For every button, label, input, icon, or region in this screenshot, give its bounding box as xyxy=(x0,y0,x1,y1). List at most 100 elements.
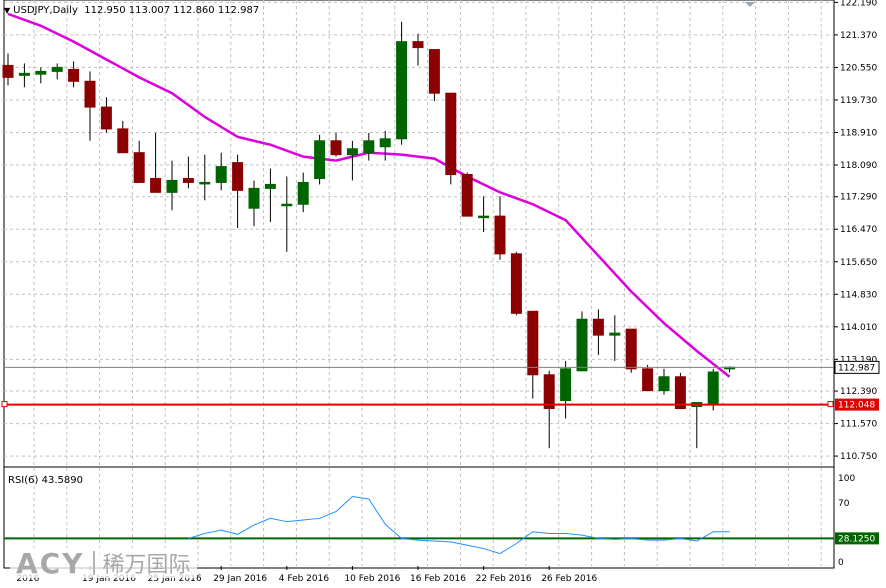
candle xyxy=(625,328,637,373)
logo-chinese-text: 稀万国际 xyxy=(102,553,191,578)
candle xyxy=(658,368,670,395)
x-tick-label: 4 Feb 2016 xyxy=(279,574,330,584)
candle xyxy=(297,172,309,213)
y-tick-label: 112.390 xyxy=(840,387,877,397)
candle-body xyxy=(658,376,670,392)
support-handle-left xyxy=(1,401,8,408)
candle-body xyxy=(314,140,326,179)
x-tick-label: 25 Jan 2016 xyxy=(148,574,202,584)
candle-body xyxy=(100,106,112,130)
candle-body xyxy=(117,128,129,154)
candle xyxy=(412,33,424,66)
y-tick-label: 114.010 xyxy=(840,323,877,333)
candle xyxy=(346,140,358,181)
logo-brand: ACY xyxy=(16,546,85,580)
candle xyxy=(396,21,408,145)
candle xyxy=(68,61,80,88)
rsi-tick-label: 70 xyxy=(838,499,850,509)
candle xyxy=(215,152,227,191)
candle-body xyxy=(494,215,506,255)
y-tick-label: 119.730 xyxy=(840,96,877,106)
y-tick-label: 114.830 xyxy=(840,290,877,300)
candle xyxy=(330,132,342,157)
candle-body xyxy=(150,177,162,193)
candle xyxy=(117,120,129,154)
candle xyxy=(18,63,30,88)
current-price-tag xyxy=(834,360,880,374)
candle-body xyxy=(592,318,604,336)
candle-body xyxy=(609,332,621,336)
rsi-tick-label: 100 xyxy=(838,474,855,484)
y-tick-label: 110.750 xyxy=(840,452,877,462)
support-price-tag xyxy=(835,398,879,411)
candle-body xyxy=(445,92,457,176)
candle xyxy=(379,130,391,161)
x-tick-label: 22 Feb 2016 xyxy=(476,574,532,584)
y-tick-label: 122.190 xyxy=(840,0,877,8)
rsi-line xyxy=(188,495,730,555)
chart-frame xyxy=(3,0,835,569)
scroll-marker-icon xyxy=(745,2,755,7)
candle xyxy=(281,176,293,252)
support-price-label: 112.048 xyxy=(838,401,875,411)
candle-body xyxy=(363,140,375,154)
candle-body xyxy=(264,183,276,189)
y-tick-label: 117.290 xyxy=(840,193,877,203)
candle-body xyxy=(510,253,522,314)
candle xyxy=(494,196,506,260)
candle-body xyxy=(625,328,637,370)
x-tick-label: 19 Jan 2016 xyxy=(82,574,136,584)
y-tick-label: 113.190 xyxy=(840,355,877,365)
candle xyxy=(84,71,96,141)
candle-body xyxy=(396,41,408,140)
candle xyxy=(576,311,588,372)
candle xyxy=(510,251,522,316)
x-tick-label: 26 Feb 2016 xyxy=(541,574,597,584)
rsi-header: RSI(6) 43.5890 xyxy=(8,475,83,486)
menu-triangle-icon[interactable]: ▼ xyxy=(4,6,11,15)
candle-body xyxy=(379,138,391,148)
acy-logo: ACY 稀万国际 xyxy=(10,546,197,580)
candle-body xyxy=(281,203,293,207)
candle-body xyxy=(248,187,260,209)
candle xyxy=(133,140,145,183)
candle xyxy=(445,92,457,185)
y-tick-label: 116.470 xyxy=(840,225,877,235)
candle xyxy=(478,196,490,233)
current-price-label: 112.987 xyxy=(838,363,875,373)
rsi-tick-label: 0 xyxy=(838,558,844,568)
x-tick-label: 10 Feb 2016 xyxy=(344,574,400,584)
candle xyxy=(264,168,276,223)
candle-body xyxy=(330,140,342,156)
y-tick-label: 111.570 xyxy=(840,420,877,430)
rsi-level-tag xyxy=(835,532,879,545)
candle-body xyxy=(215,166,227,183)
candle-body xyxy=(346,148,358,156)
candle xyxy=(248,180,260,227)
candle xyxy=(560,360,572,419)
candle xyxy=(527,310,539,399)
candle xyxy=(2,53,14,86)
y-tick-label: 118.090 xyxy=(840,161,877,171)
candle-body xyxy=(182,177,194,183)
candle-body xyxy=(478,215,490,219)
candle-body xyxy=(84,80,96,108)
candle-body xyxy=(18,72,30,76)
candle-body xyxy=(642,368,654,392)
candle xyxy=(609,315,621,361)
candle xyxy=(150,132,162,193)
candle-body xyxy=(461,174,473,217)
candle-body xyxy=(199,181,211,185)
candle-body xyxy=(412,41,424,49)
candle xyxy=(461,172,473,217)
candle xyxy=(363,132,375,161)
logo-separator xyxy=(92,551,95,575)
candle xyxy=(51,63,63,80)
candle xyxy=(166,160,178,211)
candle xyxy=(199,154,211,201)
y-tick-label: 120.550 xyxy=(840,63,877,73)
candle xyxy=(428,49,440,102)
ohlc-readout: 112.950 113.007 112.860 112.987 xyxy=(84,5,260,16)
candle-body xyxy=(68,68,80,82)
